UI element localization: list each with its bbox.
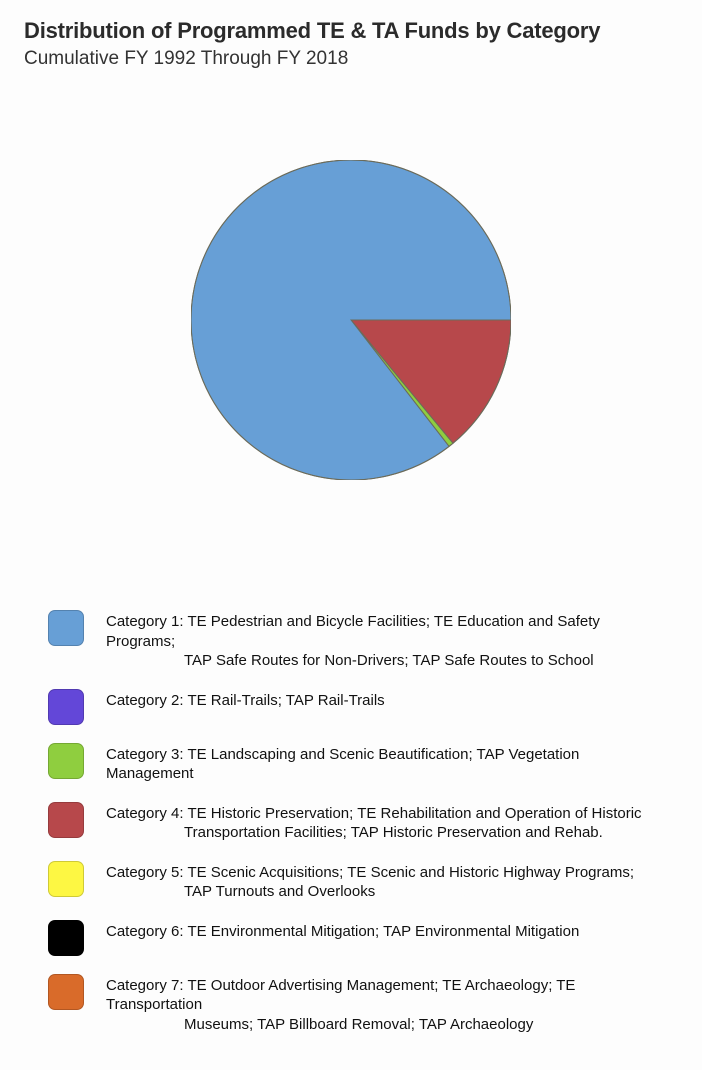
chart-subtitle: Cumulative FY 1992 Through FY 2018 — [24, 48, 678, 70]
legend-item: Category 5: TE Scenic Acquisitions; TE S… — [48, 861, 654, 902]
legend-swatch — [48, 689, 84, 725]
legend-item: Category 6: TE Environmental Mitigation;… — [48, 920, 654, 956]
legend-label-line1: Category 4: TE Historic Preservation; TE… — [106, 805, 642, 822]
legend-label-line2: Museums; TAP Billboard Removal; TAP Arch… — [106, 1015, 654, 1035]
pie-chart — [191, 160, 511, 480]
legend-label-line2: TAP Turnouts and Overlooks — [106, 882, 654, 902]
legend-label-line2: TAP Safe Routes for Non-Drivers; TAP Saf… — [106, 651, 654, 671]
legend-label: Category 3: TE Landscaping and Scenic Be… — [106, 743, 654, 784]
pie-chart-container — [24, 160, 678, 480]
legend-label: Category 2: TE Rail-Trails; TAP Rail-Tra… — [106, 689, 654, 711]
legend-label-line1: Category 1: TE Pedestrian and Bicycle Fa… — [106, 613, 600, 650]
legend-item: Category 2: TE Rail-Trails; TAP Rail-Tra… — [48, 689, 654, 725]
legend-item: Category 3: TE Landscaping and Scenic Be… — [48, 743, 654, 784]
legend-label-line1: Category 5: TE Scenic Acquisitions; TE S… — [106, 864, 634, 881]
legend-label-line1: Category 7: TE Outdoor Advertising Manag… — [106, 977, 575, 1014]
legend-swatch — [48, 974, 84, 1010]
legend-swatch — [48, 802, 84, 838]
legend-item: Category 7: TE Outdoor Advertising Manag… — [48, 974, 654, 1035]
chart-title: Distribution of Programmed TE & TA Funds… — [24, 18, 678, 44]
legend-label: Category 1: TE Pedestrian and Bicycle Fa… — [106, 610, 654, 671]
legend-swatch — [48, 920, 84, 956]
legend: Category 1: TE Pedestrian and Bicycle Fa… — [24, 610, 678, 1034]
legend-swatch — [48, 861, 84, 897]
legend-swatch — [48, 610, 84, 646]
legend-item: Category 4: TE Historic Preservation; TE… — [48, 802, 654, 843]
legend-label-line1: Category 2: TE Rail-Trails; TAP Rail-Tra… — [106, 692, 385, 709]
legend-label: Category 6: TE Environmental Mitigation;… — [106, 920, 654, 942]
legend-item: Category 1: TE Pedestrian and Bicycle Fa… — [48, 610, 654, 671]
legend-swatch — [48, 743, 84, 779]
legend-label-line2: Transportation Facilities; TAP Historic … — [106, 823, 654, 843]
legend-label-line1: Category 6: TE Environmental Mitigation;… — [106, 923, 579, 940]
legend-label: Category 5: TE Scenic Acquisitions; TE S… — [106, 861, 654, 902]
legend-label-line1: Category 3: TE Landscaping and Scenic Be… — [106, 746, 579, 783]
legend-label: Category 4: TE Historic Preservation; TE… — [106, 802, 654, 843]
legend-label: Category 7: TE Outdoor Advertising Manag… — [106, 974, 654, 1035]
